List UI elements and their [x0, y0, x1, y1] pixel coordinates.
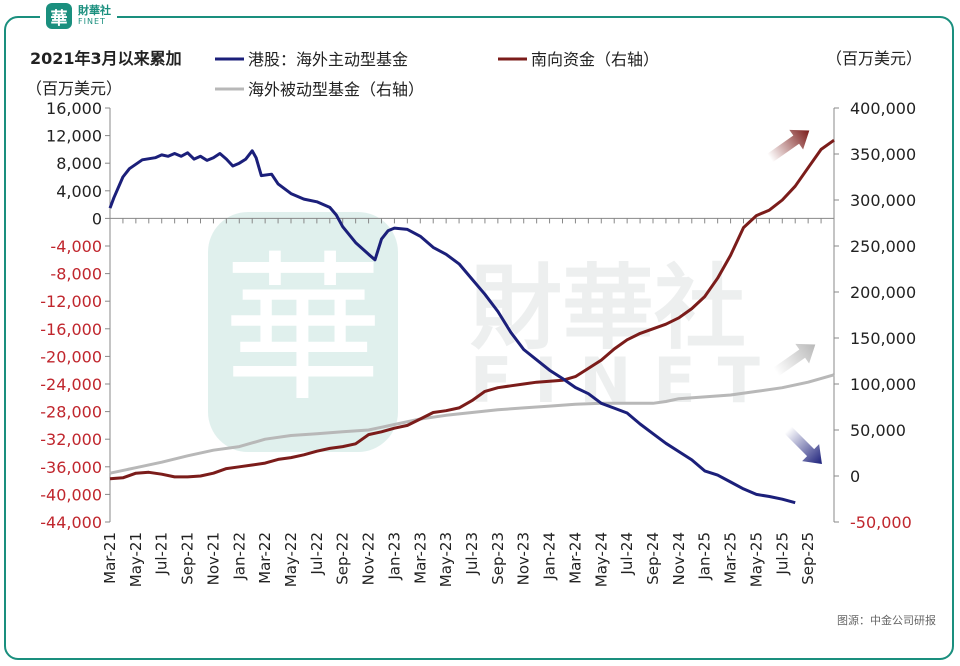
source-note: 图源：中金公司研报 — [837, 613, 936, 627]
x-tick-label: Jul-22 — [308, 532, 326, 576]
x-tick-label: Mar-23 — [411, 532, 429, 584]
left-tick-label: 0 — [92, 209, 102, 228]
x-tick-label: May-21 — [127, 532, 145, 587]
left-tick-label: 4,000 — [56, 182, 102, 201]
x-tick-label: May-24 — [592, 532, 610, 587]
trend-arrows — [767, 129, 822, 464]
x-tick-label: Mar-22 — [256, 532, 274, 584]
x-tick-label: May-25 — [747, 532, 765, 587]
left-axis-unit: （百万美元） — [26, 79, 122, 98]
left-tick-label: -32,000 — [40, 430, 102, 449]
up-arrow-gray-icon-shape — [773, 343, 816, 377]
x-tick-label: Sep-24 — [644, 532, 662, 585]
x-tick-label: Nov-22 — [360, 532, 378, 585]
series-lines — [108, 138, 835, 505]
x-tick-label: Jan-22 — [230, 532, 248, 581]
left-tick-label: -44,000 — [40, 513, 102, 532]
x-tick-label: Sep-23 — [489, 532, 507, 585]
right-tick-label: 200,000 — [850, 283, 916, 302]
up-arrow-red-icon-shape — [767, 129, 810, 163]
right-tick-label: 0 — [850, 467, 860, 486]
outer-border — [4, 16, 954, 660]
watermark-en: FINET — [470, 344, 782, 417]
left-tick-label: 16,000 — [46, 99, 102, 118]
up-arrow-gray-icon — [773, 343, 816, 377]
logo-badge-icon: 華 — [46, 3, 72, 29]
brand-logo: 華 財華社 FINET — [40, 2, 117, 30]
watermark-cn: 財華社 — [470, 255, 746, 362]
left-tick-label: -16,000 — [40, 320, 102, 339]
x-tick-label: Jan-25 — [696, 532, 714, 581]
logo-text: 財華社 FINET — [78, 5, 111, 27]
right-tick-label: 300,000 — [850, 191, 916, 210]
x-tick-label: Jan-23 — [385, 532, 403, 581]
right-tick-label: -50,000 — [850, 513, 912, 532]
x-tick-label: Nov-23 — [515, 532, 533, 585]
series-line-southbound — [109, 138, 835, 481]
x-tick-label: Jan-24 — [541, 532, 559, 581]
left-tick-label: -12,000 — [40, 292, 102, 311]
x-tick-label: Mar-21 — [101, 532, 119, 584]
right-tick-label: 250,000 — [850, 237, 916, 256]
logo-cn: 財華社 — [78, 4, 111, 17]
x-tick-label: Jul-23 — [463, 532, 481, 576]
right-tick-label: 350,000 — [850, 145, 916, 164]
left-tick-label: 12,000 — [46, 127, 102, 146]
legend-label-southbound: 南向资金（右轴） — [531, 50, 659, 69]
x-tick-label: Nov-21 — [204, 532, 222, 585]
left-tick-label: -36,000 — [40, 458, 102, 477]
x-tick-label: Nov-24 — [670, 532, 688, 585]
x-tick-label: Jul-21 — [153, 532, 171, 576]
left-tick-label: -8,000 — [50, 265, 102, 284]
x-tick-label: Sep-21 — [179, 532, 197, 585]
left-tick-label: -24,000 — [40, 375, 102, 394]
legend: 港股：海外主动型基金 南向资金（右轴） 海外被动型基金（右轴） — [215, 50, 659, 99]
x-tick-label: Mar-24 — [566, 532, 584, 584]
x-tick-label: Jul-25 — [773, 532, 791, 576]
legend-label-active: 港股：海外主动型基金 — [248, 50, 408, 69]
series-line-passive — [109, 373, 835, 475]
left-tick-label: -40,000 — [40, 485, 102, 504]
right-tick-label: 150,000 — [850, 329, 916, 348]
right-tick-label: 100,000 — [850, 375, 916, 394]
series-line-active — [108, 149, 796, 505]
logo-en: FINET — [78, 17, 106, 26]
watermark: 華 財華社 FINET — [208, 212, 782, 452]
axes: 16,000 12,000 8,000 4,000 0 -4,000 -8,000 -12,0… — [40, 99, 916, 587]
up-arrow-red-icon — [767, 129, 810, 163]
legend-label-passive: 海外被动型基金（右轴） — [248, 80, 424, 99]
left-tick-label: -4,000 — [50, 237, 102, 256]
x-tick-label: Sep-22 — [334, 532, 352, 585]
x-tick-label: Jul-24 — [618, 532, 636, 576]
x-tick-label: Sep-25 — [799, 532, 817, 585]
left-tick-label: -20,000 — [40, 347, 102, 366]
chart-title: 2021年3月以来累加 — [30, 49, 182, 68]
down-arrow-blue-icon-shape — [784, 426, 822, 464]
down-arrow-blue-icon — [784, 426, 822, 464]
right-tick-label: 50,000 — [850, 421, 906, 440]
right-tick-label: 400,000 — [850, 99, 916, 118]
right-axis-unit: （百万美元） — [826, 49, 922, 68]
left-tick-label: 8,000 — [56, 154, 102, 173]
x-tick-label: Mar-25 — [722, 532, 740, 584]
left-tick-label: -28,000 — [40, 403, 102, 422]
watermark-badge-char: 華 — [223, 236, 383, 423]
watermark-badge-icon — [208, 212, 398, 452]
x-tick-label: May-22 — [282, 532, 300, 587]
x-tick-label: May-23 — [437, 532, 455, 587]
